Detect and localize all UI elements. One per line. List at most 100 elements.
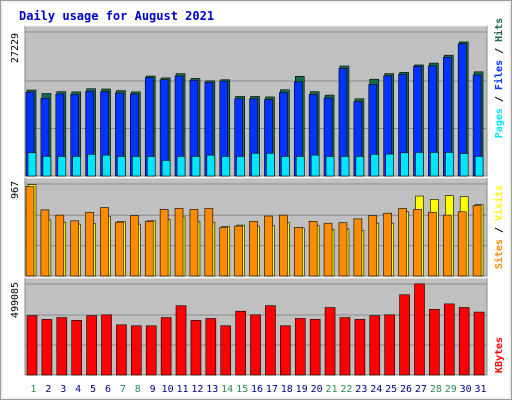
- x-tick-label: 20: [311, 384, 323, 395]
- x-tick-label: 18: [281, 384, 293, 395]
- bar-sites-day-13: [204, 208, 214, 277]
- bar-sites-day-18: [279, 214, 288, 277]
- bar-kbytes-day-17: [265, 305, 276, 376]
- y-max-label: 27229: [10, 33, 21, 63]
- bar-kbytes-day-12: [190, 319, 202, 376]
- x-tick-label: 23: [355, 384, 367, 395]
- legend-visits-sites: Sites / Visits: [493, 185, 505, 269]
- x-axis-day-labels: 1 2 3 4 5 6 7 8 9 10 11 12 13 14 15 16 17 18 19 20 21 22 23 24 2…: [30, 384, 486, 395]
- bar-sites-day-23: [353, 218, 363, 277]
- y-max-label: 499085: [10, 282, 21, 318]
- bar-pages-day-14: [221, 156, 231, 177]
- x-tick-label: 26: [400, 384, 412, 395]
- x-tick-label: 4: [75, 384, 81, 395]
- legend-kbytes: KBytes: [494, 337, 505, 373]
- bar-sites-day-19: [293, 227, 303, 277]
- legend-sites: Sites: [493, 239, 505, 269]
- bar-sites-day-7: [115, 221, 124, 277]
- x-tick-label: 16: [251, 384, 263, 395]
- bar-sites-day-5: [85, 211, 94, 277]
- bar-pages-day-6: [102, 154, 111, 177]
- bar-kbytes-day-11: [175, 305, 187, 376]
- bar-kbytes-day-9: [145, 325, 157, 376]
- x-tick-label: 6: [105, 384, 111, 395]
- bar-pages-day-15: [236, 156, 245, 177]
- bar-pages-day-18: [281, 156, 290, 177]
- bar-sites-day-10: [159, 209, 169, 277]
- y-max-label: 967: [10, 181, 21, 199]
- bar-kbytes-day-6: [101, 314, 112, 376]
- x-tick-label: 21: [325, 384, 337, 395]
- x-tick-label: 24: [370, 384, 382, 395]
- x-tick-label: 10: [162, 384, 174, 395]
- bar-sites-day-14: [219, 227, 229, 277]
- x-tick-label: 11: [176, 384, 188, 395]
- x-tick-label: 14: [221, 384, 233, 395]
- bar-pages-day-10: [161, 160, 171, 177]
- bar-sites-day-28: [428, 211, 437, 277]
- bar-sites-day-9: [144, 220, 154, 277]
- chart-title: Daily usage for August 2021: [19, 9, 214, 23]
- x-tick-label: 19: [296, 384, 308, 395]
- bar-pages-day-16: [251, 152, 260, 177]
- bar-pages-day-1: [27, 152, 37, 177]
- bar-kbytes-day-2: [41, 319, 53, 376]
- x-tick-label: 13: [206, 384, 218, 395]
- x-tick-label: 22: [340, 384, 352, 395]
- bar-pages-day-5: [87, 154, 96, 177]
- bar-sites-day-31: [472, 205, 482, 277]
- bar-sites-day-17: [264, 215, 273, 277]
- bar-kbytes-day-23: [354, 319, 366, 376]
- bar-sites-day-1: [25, 186, 35, 277]
- bar-kbytes-day-1: [26, 315, 38, 376]
- bar-pages-day-13: [206, 154, 216, 177]
- x-tick-label: 7: [120, 384, 126, 395]
- x-tick-label: 28: [430, 384, 442, 395]
- bar-kbytes-day-20: [309, 319, 321, 376]
- bar-pages-day-4: [72, 156, 82, 177]
- bar-sites-day-22: [338, 222, 348, 277]
- x-tick-label: 31: [475, 384, 487, 395]
- x-tick-label: 2: [45, 384, 51, 395]
- bar-pages-day-17: [266, 152, 275, 177]
- bar-kbytes-day-24: [369, 315, 381, 376]
- x-tick-label: 30: [460, 384, 472, 395]
- bar-pages-day-3: [57, 156, 67, 177]
- bar-kbytes-day-3: [56, 317, 68, 376]
- bar-pages-day-28: [430, 152, 439, 177]
- bar-sites-day-27: [413, 209, 422, 277]
- bar-sites-day-8: [130, 215, 139, 277]
- legend-files: Files: [493, 60, 505, 90]
- bar-pages-day-27: [415, 152, 424, 177]
- bar-kbytes-day-16: [250, 314, 261, 376]
- bar-pages-day-9: [146, 156, 156, 177]
- bar-kbytes-day-10: [160, 317, 172, 376]
- bar-sites-day-25: [383, 212, 392, 277]
- x-tick-label: 15: [236, 384, 248, 395]
- legend-pages: Pages: [494, 108, 505, 138]
- legend-visits: Visits: [493, 185, 505, 221]
- bar-pages-day-25: [385, 153, 394, 177]
- bar-sites-day-29: [442, 214, 452, 277]
- x-tick-label: 25: [385, 384, 397, 395]
- x-tick-label: 5: [90, 384, 96, 395]
- bar-kbytes-day-5: [86, 315, 97, 376]
- bar-pages-day-2: [42, 156, 52, 177]
- bar-pages-day-24: [370, 154, 380, 177]
- bar-kbytes-day-22: [339, 317, 351, 376]
- bar-sites-day-3: [55, 214, 65, 277]
- bar-pages-day-19: [295, 156, 305, 177]
- bar-kbytes-day-18: [280, 325, 291, 376]
- bar-pages-day-11: [176, 156, 186, 177]
- bar-kbytes-day-8: [131, 325, 142, 376]
- bar-sites-day-16: [249, 220, 258, 277]
- bar-sites-day-6: [100, 207, 109, 277]
- bar-sites-day-20: [308, 220, 318, 277]
- legend-hits-files-pages: Pages / Files / Hits: [493, 18, 505, 138]
- bar-sites-day-24: [368, 215, 378, 277]
- bar-pages-day-22: [340, 156, 350, 177]
- legend-kbytes: KBytes: [494, 337, 505, 373]
- bar-kbytes-day-15: [235, 310, 246, 376]
